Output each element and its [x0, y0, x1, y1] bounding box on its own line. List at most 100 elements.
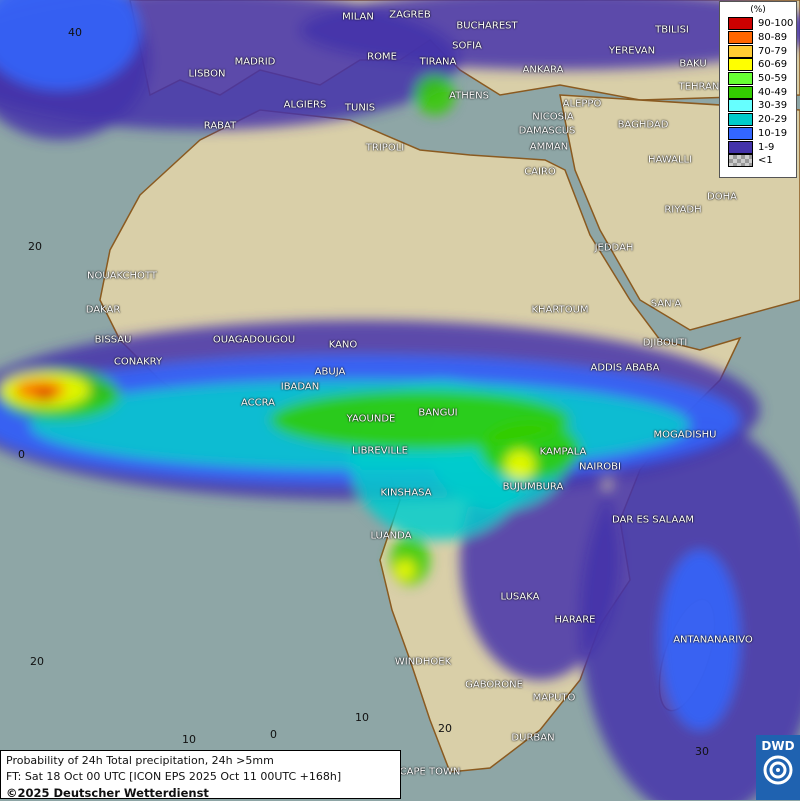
city-label: ALEPPO [562, 98, 602, 110]
latitude-label: 20 [28, 240, 42, 253]
precip-area [415, 75, 455, 115]
precip-area [35, 389, 55, 401]
city-label: ABUJA [314, 366, 346, 378]
city-label: ALGIERS [283, 99, 327, 111]
legend: (%) 90-100 80-89 70-79 60-69 50-59 40-49 30-39… [719, 1, 797, 178]
city-label: MADRID [234, 56, 276, 68]
longitude-label: 10 [355, 711, 369, 724]
city-label: SOFIA [452, 40, 482, 52]
city-label: IBADAN [280, 381, 320, 393]
legend-label: 1-9 [758, 141, 775, 153]
legend-swatch [728, 99, 753, 113]
map-title: Probability of 24h Total precipitation, … [6, 754, 274, 767]
city-label: CONAKRY [113, 356, 163, 368]
legend-item: 1-9 [720, 140, 796, 154]
legend-swatch [728, 126, 753, 140]
city-label: ANTANANARIVO [673, 634, 753, 646]
legend-item: 50-59 [720, 72, 796, 86]
city-label: BAKU [679, 58, 707, 70]
legend-swatch [728, 85, 753, 99]
precip-area [0, 0, 140, 90]
city-label: RIYADH [664, 204, 702, 216]
city-label: KHARTOUM [531, 304, 589, 316]
legend-label: 60-69 [758, 59, 788, 71]
city-label: KANO [328, 339, 358, 351]
city-label: LIBREVILLE [352, 445, 408, 457]
legend-swatch [728, 44, 753, 58]
city-label: AMMAN [529, 141, 569, 153]
legend-label: 70-79 [758, 45, 788, 57]
city-label: HAWALLI [647, 154, 693, 166]
city-label: BISSAU [94, 334, 132, 346]
city-label: WINDHOEK [394, 656, 452, 668]
legend-swatch [728, 31, 753, 45]
legend-label: 50-59 [758, 73, 788, 85]
city-label: YAOUNDE [346, 413, 396, 425]
logo-text: DWD [761, 739, 795, 753]
city-label: SAN'A [650, 298, 682, 310]
legend-item: 70-79 [720, 44, 796, 58]
city-label: HARARE [554, 614, 596, 626]
city-label: NAIROBI [579, 461, 621, 473]
legend-item: 20-29 [720, 113, 796, 127]
latitude-label: 40 [68, 26, 82, 39]
legend-swatch [728, 72, 753, 86]
legend-label: 80-89 [758, 32, 788, 44]
legend-swatch [728, 58, 753, 72]
legend-swatch [728, 17, 753, 31]
city-label: DAKAR [85, 304, 121, 316]
city-label: ADDIS ABABA [590, 362, 660, 374]
precip-area [395, 560, 415, 580]
city-label: ANKARA [522, 64, 564, 76]
city-label: ATHENS [449, 90, 489, 102]
legend-swatch [728, 154, 753, 168]
forecast-time: FT: Sat 18 Oct 00 UTC [ICON EPS 2025 Oct… [6, 770, 342, 783]
city-label: DOHA [707, 191, 737, 203]
legend-label: 40-49 [758, 86, 788, 98]
city-label: TEHRAN [678, 81, 720, 93]
legend-label: 90-100 [758, 18, 794, 30]
city-label: GABORONE [465, 679, 523, 691]
city-label: NOUAKCHOTT [87, 270, 157, 282]
city-label: BUJUMBURA [502, 481, 564, 493]
city-label: ACCRA [240, 397, 276, 409]
city-label: TRIPOLI [365, 142, 405, 154]
legend-label: <1 [758, 155, 773, 167]
city-label: JEDDAH [594, 242, 634, 254]
city-label: KAMPALA [539, 446, 587, 458]
city-label: LISBON [188, 68, 226, 80]
legend-item: 10-19 [720, 126, 796, 141]
longitude-label: 30 [695, 745, 709, 758]
city-label: NICOSIA [532, 111, 574, 123]
city-label: OUAGADOUGOU [212, 334, 296, 346]
legend-item: 60-69 [720, 58, 796, 72]
copyright: ©2025 Deutscher Wetterdienst [6, 786, 209, 800]
city-label: LUSAKA [500, 591, 540, 603]
city-label: BAGHDAD [617, 119, 669, 131]
legend-item: 90-100 [720, 17, 796, 31]
city-label: DURBAN [511, 732, 555, 744]
precip-area [505, 450, 535, 480]
legend-label: 30-39 [758, 100, 788, 112]
city-label: DAR ES SALAAM [611, 514, 695, 526]
legend-swatch [728, 140, 753, 154]
city-label: TBILISI [655, 24, 689, 36]
longitude-label: 10 [182, 733, 196, 746]
city-label: CAIRO [524, 166, 556, 178]
longitude-label: 0 [270, 728, 277, 741]
city-label: LUANDA [370, 530, 412, 542]
longitude-label: 20 [438, 722, 452, 735]
city-label: MOGADISHU [653, 429, 717, 441]
city-label: TUNIS [344, 102, 376, 114]
city-label: BUCHAREST [456, 20, 518, 32]
legend-label: 20-29 [758, 114, 788, 126]
city-label: KINSHASA [380, 487, 432, 499]
city-label: BANGUI [418, 407, 458, 419]
legend-items: 90-100 80-89 70-79 60-69 50-59 40-49 30-39 20-2… [720, 17, 796, 168]
city-label: YEREVAN [608, 45, 656, 57]
map-caption: Probability of 24h Total precipitation, … [0, 750, 401, 800]
city-label: DJIBOUTI [642, 337, 688, 349]
city-label: RABAT [203, 120, 237, 132]
